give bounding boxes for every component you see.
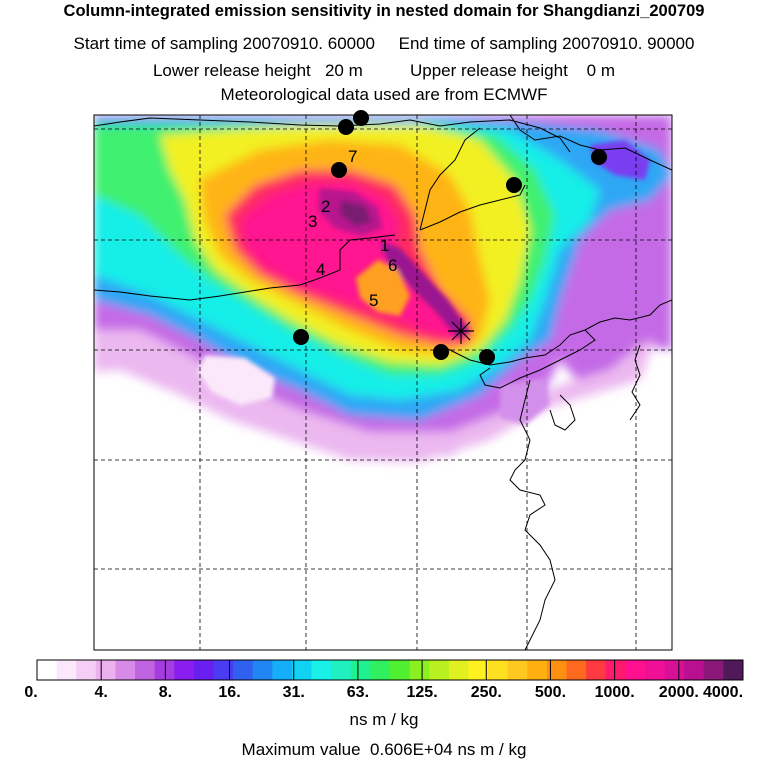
colorbar-swatch <box>95 660 116 680</box>
coast-bohai <box>439 329 596 389</box>
lat-lon-grid <box>94 115 672 650</box>
colorbar-label: 1000. <box>594 684 635 701</box>
colorbar-swatch <box>664 660 685 680</box>
station-marker <box>591 149 607 165</box>
colorbar-swatch <box>390 660 411 680</box>
station-marker <box>338 119 354 135</box>
colorbar-swatch <box>56 660 77 680</box>
colorbar-swatch <box>311 660 332 680</box>
colorbar-swatch <box>507 660 528 680</box>
colorbar-label: 2000. <box>658 684 699 701</box>
maximum-value: Maximum value 0.606E+04 ns m / kg <box>241 740 527 759</box>
station-label-1: 1 <box>380 236 389 255</box>
border-province-a <box>419 127 481 231</box>
colorbar-label: 4. <box>94 684 108 701</box>
colorbar-swatch <box>586 660 607 680</box>
colorbar-swatch <box>468 660 489 680</box>
station-marker <box>353 110 369 126</box>
map-frame <box>93 114 673 651</box>
station-label-2: 2 <box>321 197 330 216</box>
coast-liaodong <box>584 299 672 331</box>
colorbar-frame <box>36 659 744 681</box>
colorbar-swatch <box>331 660 352 680</box>
coastlines <box>94 115 672 650</box>
coast-inner <box>549 394 576 431</box>
colorbar-swatch <box>370 660 391 680</box>
station-marker <box>331 162 347 178</box>
colorbar-swatch <box>115 660 136 680</box>
sensitivity-field <box>94 115 672 650</box>
field-core-dark <box>340 200 372 226</box>
station-marker <box>293 329 309 345</box>
colorbar <box>37 660 744 680</box>
colorbar-units: ns m / kg <box>349 710 419 729</box>
colorbar-label: 8. <box>158 684 173 701</box>
field-plume-dark <box>380 242 470 338</box>
colorbar-swatch <box>291 660 312 680</box>
colorbar-swatch <box>488 660 509 680</box>
field-pocket-orange <box>356 260 410 316</box>
colorbar-label: 16. <box>218 684 241 701</box>
colorbar-swatch <box>350 660 371 680</box>
release-point-icon <box>448 318 474 344</box>
colorbar-label: 125. <box>406 684 438 701</box>
colorbar-label: 250. <box>470 684 502 701</box>
border-north <box>94 117 571 153</box>
colorbar-swatch <box>213 660 234 680</box>
colorbar-swatch <box>448 660 469 680</box>
border-bohai-b <box>94 234 396 301</box>
colorbar-label: 63. <box>346 684 370 701</box>
map-title: Column-integrated emission sensitivity i… <box>63 2 705 20</box>
station-label-3: 3 <box>308 212 317 231</box>
colorbar-swatch <box>252 660 273 680</box>
colorbar-swatch <box>644 660 665 680</box>
colorbar-label: 0. <box>24 684 38 701</box>
colorbar-swatch <box>272 660 293 680</box>
colorbar-swatch <box>625 660 646 680</box>
colorbar-swatch <box>135 660 156 680</box>
colorbar-swatch <box>193 660 214 680</box>
station-number-labels: 1 2 3 4 5 6 7 <box>308 147 397 310</box>
sampling-time-line: Start time of sampling 20070910. 60000 E… <box>73 34 695 53</box>
station-label-4: 4 <box>316 260 325 279</box>
colorbar-swatch <box>605 660 626 680</box>
colorbar-swatch <box>684 660 705 680</box>
station-markers <box>293 110 607 365</box>
colorbar-swatch <box>703 660 724 680</box>
colorbar-label: 4000. <box>702 684 744 701</box>
coast-shandong <box>509 379 556 650</box>
station-marker <box>433 344 449 360</box>
border-bohai-a <box>419 184 526 231</box>
colorbar-swatch <box>409 660 430 680</box>
station-label-7: 7 <box>348 147 357 166</box>
colorbar-swatch <box>174 660 195 680</box>
colorbar-swatch <box>76 660 97 680</box>
colorbar-swatch <box>546 660 567 680</box>
border-northeast <box>509 115 672 171</box>
colorbar-swatch <box>154 660 175 680</box>
colorbar-swatch <box>566 660 587 680</box>
colorbar-label: 31. <box>282 684 305 701</box>
field-band-magenta <box>240 182 465 340</box>
station-label-5: 5 <box>369 291 378 310</box>
station-marker <box>479 349 495 365</box>
colorbar-swatch <box>723 660 744 680</box>
coast-korea <box>629 344 641 421</box>
colorbar-swatch <box>527 660 548 680</box>
meteo-source-line: Meteorological data used are from ECMWF <box>220 85 548 104</box>
colorbar-swatch <box>233 660 254 680</box>
field-pocket-white <box>198 355 275 405</box>
release-height-line: Lower release height 20 m Upper release … <box>152 61 616 80</box>
station-label-6: 6 <box>388 256 397 275</box>
colorbar-swatch <box>37 660 58 680</box>
colorbar-label: 500. <box>534 684 567 701</box>
station-marker <box>506 177 522 193</box>
colorbar-swatch <box>429 660 450 680</box>
